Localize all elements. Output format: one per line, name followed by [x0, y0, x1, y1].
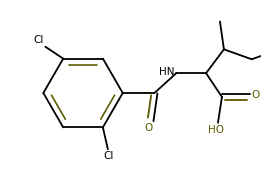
Text: HO: HO — [208, 125, 224, 135]
Text: Cl: Cl — [104, 151, 114, 161]
Text: Cl: Cl — [33, 35, 43, 45]
Text: HN: HN — [159, 67, 174, 77]
Text: O: O — [252, 90, 260, 100]
Text: O: O — [144, 123, 153, 133]
